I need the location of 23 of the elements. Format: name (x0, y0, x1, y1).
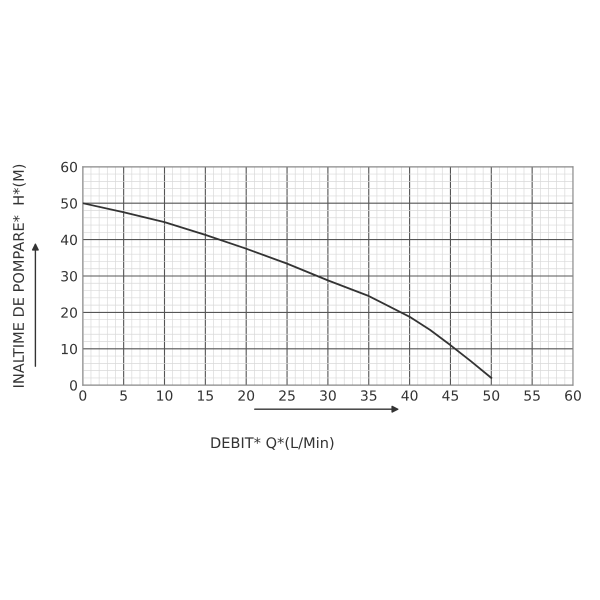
x-tick-label: 10 (157, 390, 172, 401)
y-tick-label: 20 (61, 307, 78, 318)
x-tick-label: 20 (238, 390, 254, 401)
y-tick-label: 30 (61, 270, 78, 282)
x-tick-label: 50 (484, 390, 500, 401)
x-tick-label: 0 (79, 390, 86, 401)
x-tick-label: 25 (279, 390, 295, 401)
x-tick-label: 45 (442, 390, 458, 401)
x-tick-label: 5 (120, 390, 127, 401)
x-tick-label: 15 (198, 390, 213, 401)
y-tick-label: 60 (61, 162, 78, 172)
y-tick-label: 50 (61, 198, 78, 209)
line-series (82, 202, 492, 379)
y-tick-label: 40 (60, 234, 78, 246)
y-tick-label: 0 (70, 380, 78, 391)
x-tick-label: 30 (320, 390, 336, 401)
x-tick-label: 55 (524, 390, 540, 401)
y-axis-title: INALTIME DE POMPARE* H*(M) (12, 164, 26, 387)
x-axis-title: DEBIT* Q*(L/Min) (211, 436, 334, 450)
x-tick-label: 35 (360, 390, 376, 401)
x-tick-label: 60 (565, 390, 581, 401)
y-tick-label: 10 (62, 344, 78, 354)
x-tick-label: 40 (401, 390, 418, 401)
